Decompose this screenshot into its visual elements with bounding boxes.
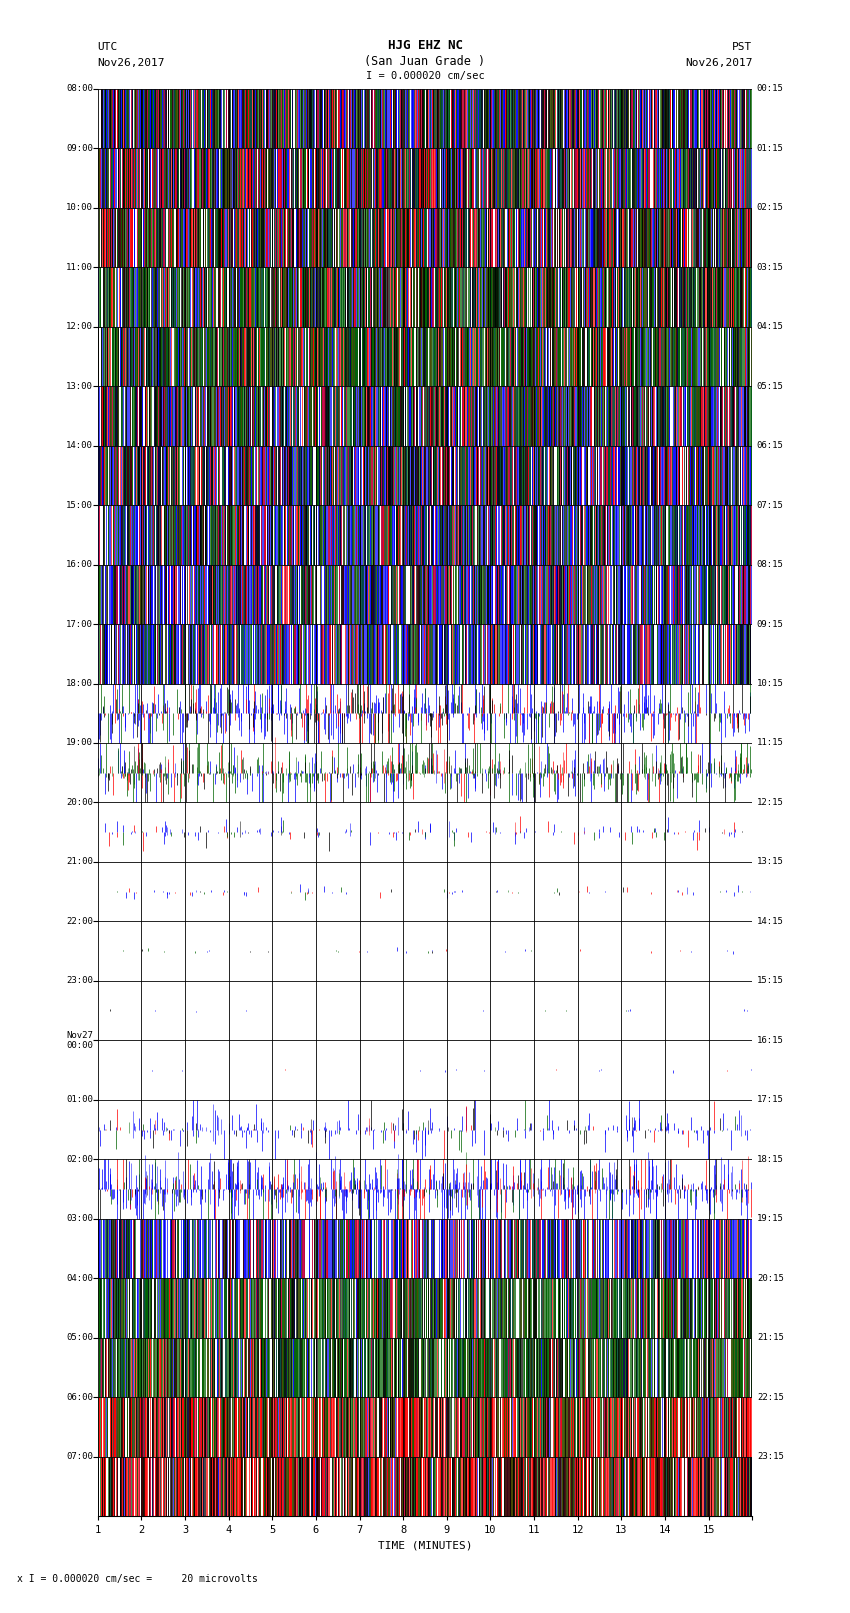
Text: 21:15: 21:15 [756,1334,784,1342]
Text: 18:00: 18:00 [66,679,94,689]
Text: 06:00: 06:00 [66,1392,94,1402]
Text: (San Juan Grade ): (San Juan Grade ) [365,55,485,68]
Text: 10:15: 10:15 [756,679,784,689]
Text: 02:00: 02:00 [66,1155,94,1165]
Text: 17:00: 17:00 [66,619,94,629]
Text: 05:00: 05:00 [66,1334,94,1342]
Text: 08:00: 08:00 [66,84,94,94]
Text: 07:00: 07:00 [66,1452,94,1461]
Text: 12:00: 12:00 [66,323,94,331]
Text: Nov27
00:00: Nov27 00:00 [66,1031,94,1050]
Text: 08:15: 08:15 [756,560,784,569]
Text: 19:00: 19:00 [66,739,94,747]
Text: UTC: UTC [98,42,118,52]
Text: 11:00: 11:00 [66,263,94,271]
Text: x I = 0.000020 cm/sec =     20 microvolts: x I = 0.000020 cm/sec = 20 microvolts [17,1574,258,1584]
Text: 02:15: 02:15 [756,203,784,213]
Text: 05:15: 05:15 [756,382,784,390]
Text: 20:15: 20:15 [756,1274,784,1282]
Text: 18:15: 18:15 [756,1155,784,1165]
Text: 17:15: 17:15 [756,1095,784,1105]
Text: I = 0.000020 cm/sec: I = 0.000020 cm/sec [366,71,484,81]
Text: 21:00: 21:00 [66,858,94,866]
Text: 20:00: 20:00 [66,798,94,806]
Text: 16:00: 16:00 [66,560,94,569]
Text: 13:15: 13:15 [756,858,784,866]
Text: 11:15: 11:15 [756,739,784,747]
Text: 13:00: 13:00 [66,382,94,390]
Text: 14:15: 14:15 [756,916,784,926]
Text: 04:15: 04:15 [756,323,784,331]
Text: 09:00: 09:00 [66,144,94,153]
Text: 09:15: 09:15 [756,619,784,629]
Text: 23:15: 23:15 [756,1452,784,1461]
Text: 06:15: 06:15 [756,440,784,450]
Text: 10:00: 10:00 [66,203,94,213]
Text: 19:15: 19:15 [756,1215,784,1223]
Text: 07:15: 07:15 [756,500,784,510]
Text: 03:15: 03:15 [756,263,784,271]
Text: Nov26,2017: Nov26,2017 [98,58,165,68]
Text: 04:00: 04:00 [66,1274,94,1282]
Text: 03:00: 03:00 [66,1215,94,1223]
Text: 01:00: 01:00 [66,1095,94,1105]
Text: 15:00: 15:00 [66,500,94,510]
Text: 00:15: 00:15 [756,84,784,94]
Text: 22:00: 22:00 [66,916,94,926]
Text: 12:15: 12:15 [756,798,784,806]
Text: 22:15: 22:15 [756,1392,784,1402]
Text: HJG EHZ NC: HJG EHZ NC [388,39,462,52]
Text: 16:15: 16:15 [756,1036,784,1045]
Text: 01:15: 01:15 [756,144,784,153]
X-axis label: TIME (MINUTES): TIME (MINUTES) [377,1540,473,1550]
Text: PST: PST [732,42,752,52]
Text: Nov26,2017: Nov26,2017 [685,58,752,68]
Text: 14:00: 14:00 [66,440,94,450]
Text: 15:15: 15:15 [756,976,784,986]
Text: 23:00: 23:00 [66,976,94,986]
